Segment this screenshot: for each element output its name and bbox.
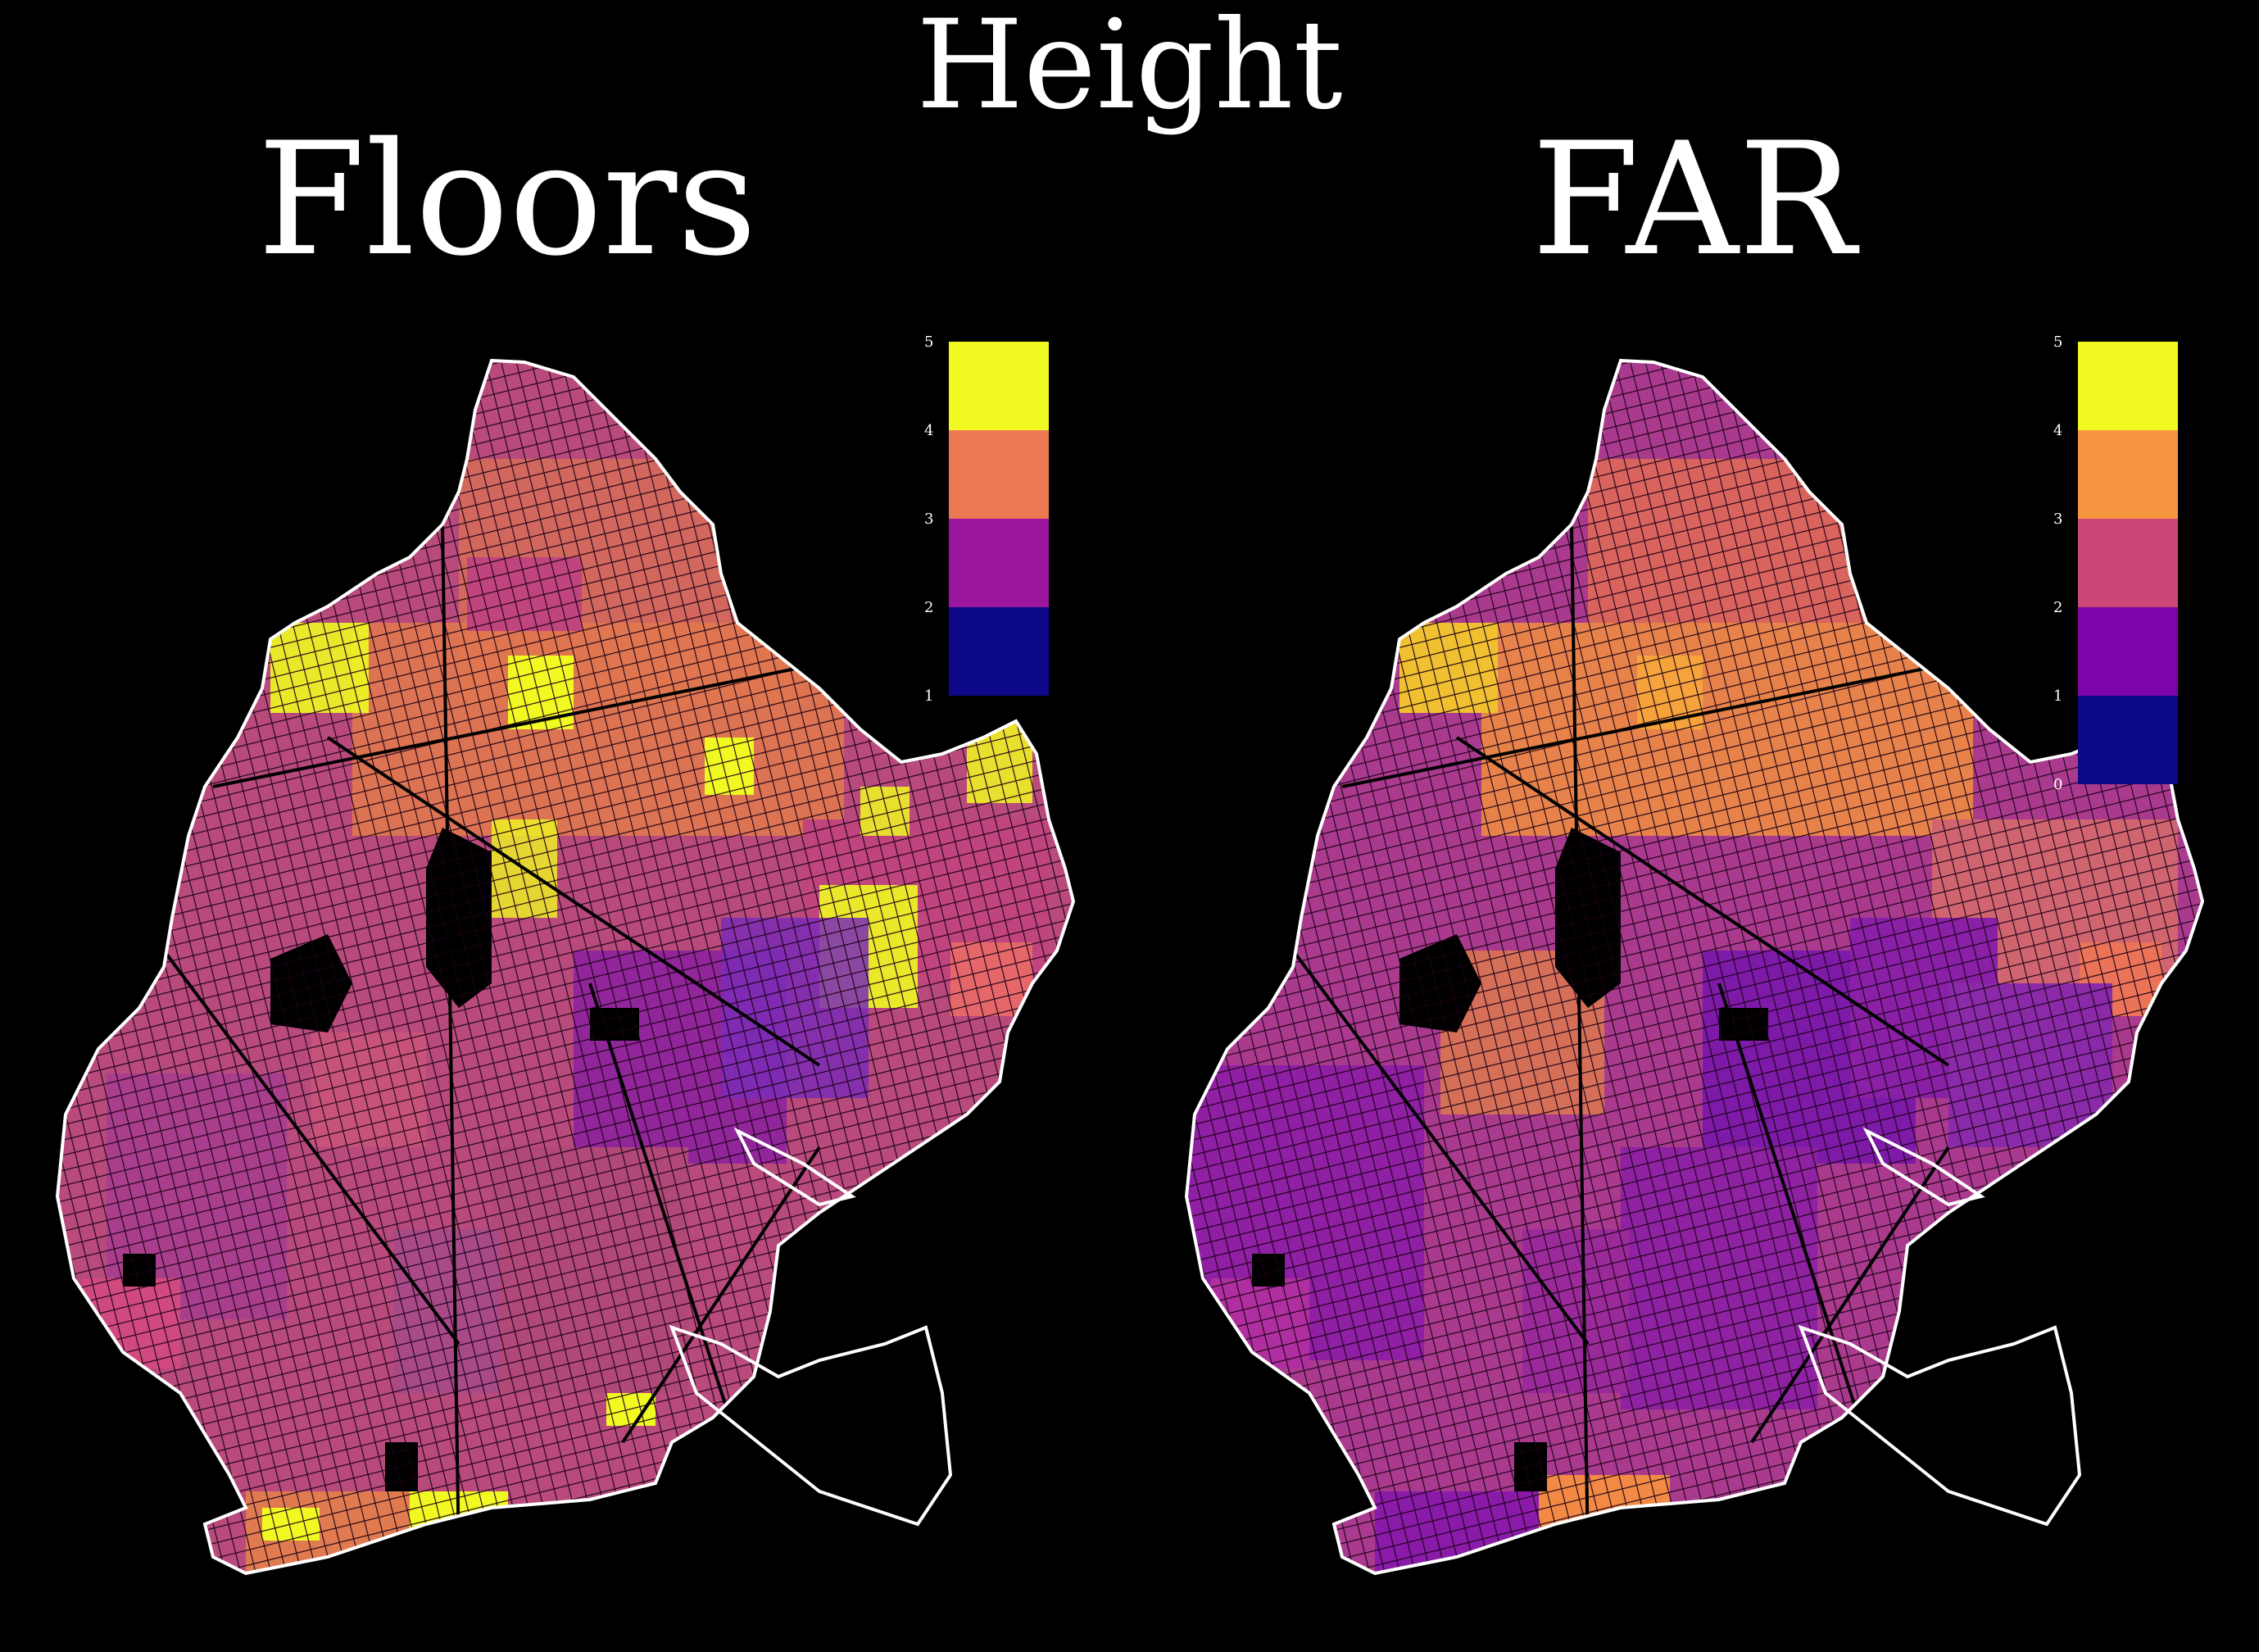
legend-swatch-2-3 — [949, 519, 1049, 607]
legend-swatch-0-1 — [2078, 696, 2178, 784]
legend-tick: 1 — [924, 688, 934, 705]
legend-tick: 4 — [2053, 422, 2063, 439]
far-panel: FAR — [1129, 0, 2258, 1652]
legend-tick: 4 — [924, 422, 934, 439]
legend-tick: 5 — [2053, 334, 2063, 351]
legend-tick: 5 — [924, 334, 934, 351]
legend-swatch-4-5 — [949, 342, 1049, 430]
legend-swatch-3-4 — [949, 430, 1049, 519]
legend-tick: 1 — [2053, 688, 2063, 705]
far-map — [1185, 359, 2204, 1575]
legend-tick: 3 — [924, 511, 934, 528]
legend-swatch-1-2 — [2078, 607, 2178, 696]
figure-title: Height — [916, 0, 1343, 137]
legend-swatch-1-2 — [949, 607, 1049, 696]
legend-swatch-4-5 — [2078, 342, 2178, 430]
floors-panel: Floors — [0, 0, 1129, 1652]
floors-map — [56, 359, 1075, 1575]
legend-swatch-2-3 — [2078, 519, 2178, 607]
legend-tick: 2 — [924, 599, 934, 616]
floors-panel-title: Floors — [257, 109, 757, 290]
legend-tick: 0 — [2053, 776, 2063, 793]
far-panel-title: FAR — [1531, 109, 1856, 290]
legend-swatch-3-4 — [2078, 430, 2178, 519]
legend-tick: 3 — [2053, 511, 2063, 528]
legend-tick: 2 — [2053, 599, 2063, 616]
